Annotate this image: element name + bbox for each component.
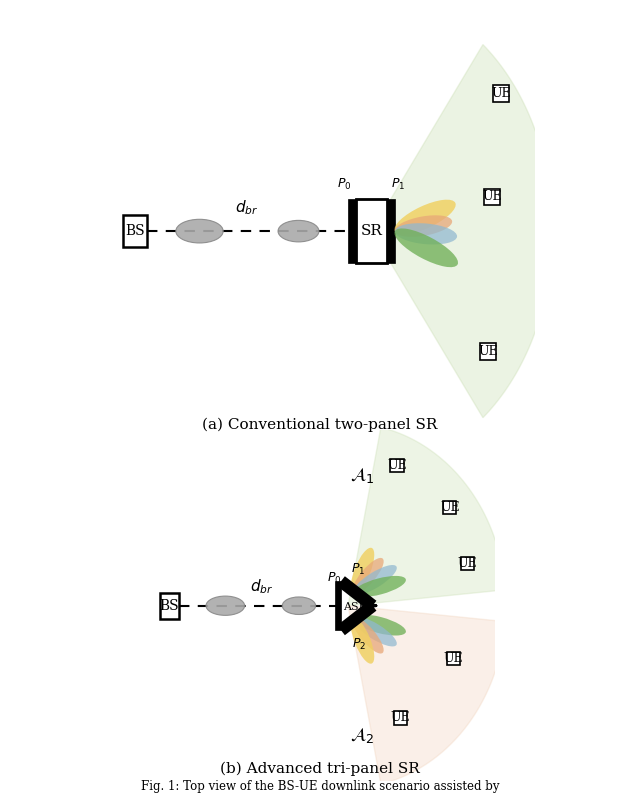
Text: SR: SR bbox=[361, 224, 383, 238]
Ellipse shape bbox=[395, 223, 457, 245]
Text: (b) Advanced tri-panel SR: (b) Advanced tri-panel SR bbox=[220, 762, 420, 776]
Bar bbox=[348, 199, 356, 263]
Ellipse shape bbox=[278, 221, 319, 242]
Ellipse shape bbox=[394, 200, 456, 234]
Text: UE: UE bbox=[458, 557, 477, 570]
Polygon shape bbox=[348, 427, 505, 606]
Bar bbox=[387, 199, 395, 263]
Text: $d_{br}$: $d_{br}$ bbox=[235, 198, 259, 217]
Bar bbox=[443, 501, 456, 514]
Text: $d_{br}$: $d_{br}$ bbox=[250, 577, 274, 596]
Ellipse shape bbox=[351, 548, 374, 594]
Bar bbox=[394, 711, 407, 724]
Text: BS: BS bbox=[125, 224, 145, 238]
Ellipse shape bbox=[206, 596, 244, 615]
Text: UE: UE bbox=[387, 459, 407, 472]
Text: $\mathcal{A}_2$: $\mathcal{A}_2$ bbox=[350, 726, 374, 745]
Text: $P_1$: $P_1$ bbox=[351, 562, 365, 577]
Ellipse shape bbox=[394, 229, 458, 267]
Text: ASR: ASR bbox=[343, 603, 367, 612]
Polygon shape bbox=[348, 606, 505, 784]
Ellipse shape bbox=[353, 576, 406, 597]
Text: UE: UE bbox=[478, 345, 498, 358]
Bar bbox=[159, 593, 179, 618]
Bar bbox=[356, 199, 387, 263]
Ellipse shape bbox=[353, 565, 397, 595]
Text: $P_2$: $P_2$ bbox=[351, 638, 365, 653]
Text: $P_0$: $P_0$ bbox=[337, 177, 351, 192]
Bar bbox=[123, 215, 147, 247]
Bar bbox=[335, 581, 341, 630]
Text: $\mathcal{A}_1$: $\mathcal{A}_1$ bbox=[350, 466, 374, 485]
Ellipse shape bbox=[176, 219, 223, 243]
Text: UE: UE bbox=[483, 190, 502, 203]
Bar bbox=[390, 459, 404, 472]
Bar bbox=[493, 85, 509, 101]
Text: Fig. 1: Top view of the BS-UE downlink scenario assisted by: Fig. 1: Top view of the BS-UE downlink s… bbox=[141, 780, 499, 793]
Bar bbox=[484, 189, 500, 205]
Ellipse shape bbox=[353, 617, 397, 646]
Text: UE: UE bbox=[440, 501, 460, 514]
Bar bbox=[479, 344, 496, 359]
Text: BS: BS bbox=[159, 599, 179, 613]
Ellipse shape bbox=[352, 558, 383, 594]
Text: UE: UE bbox=[491, 87, 511, 100]
Bar bbox=[461, 557, 474, 571]
Polygon shape bbox=[372, 45, 552, 418]
Bar bbox=[447, 652, 460, 665]
Text: $P_0$: $P_0$ bbox=[328, 571, 342, 587]
Ellipse shape bbox=[352, 618, 383, 654]
Ellipse shape bbox=[395, 215, 452, 237]
Text: (a) Conventional two-panel SR: (a) Conventional two-panel SR bbox=[202, 418, 438, 432]
Text: UE: UE bbox=[444, 652, 463, 665]
Text: $P_1$: $P_1$ bbox=[391, 177, 405, 192]
Ellipse shape bbox=[351, 618, 374, 664]
Text: UE: UE bbox=[391, 712, 410, 724]
Ellipse shape bbox=[353, 614, 406, 635]
Ellipse shape bbox=[282, 597, 316, 614]
